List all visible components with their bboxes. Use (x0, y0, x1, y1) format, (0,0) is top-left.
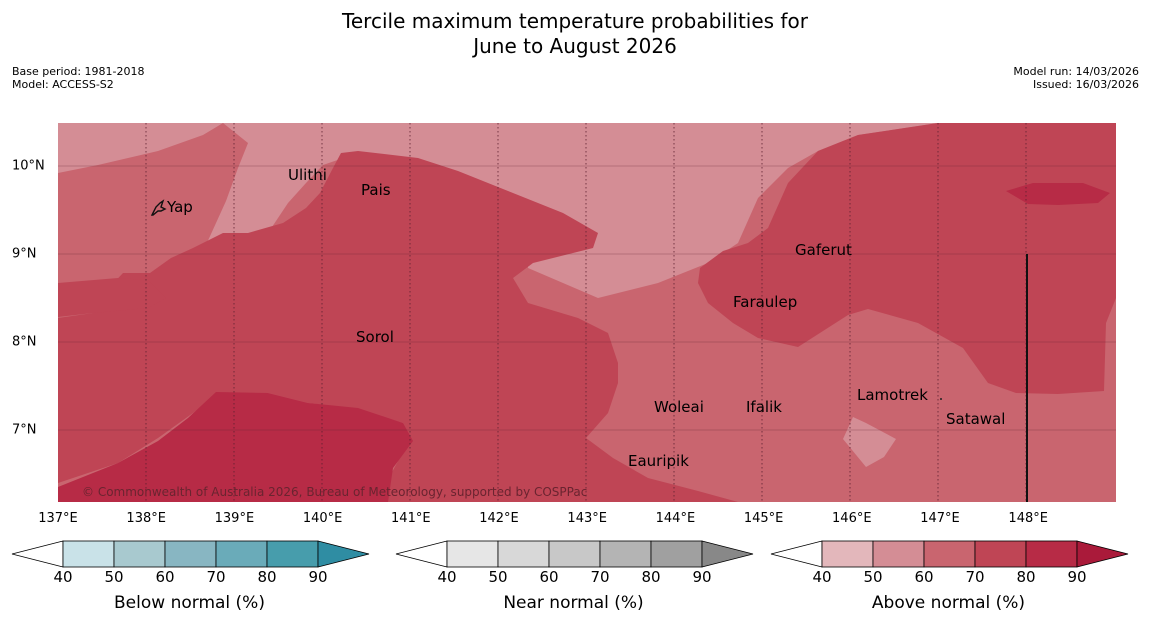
latitude-label: 9°N (12, 246, 37, 262)
longitude-label: 140°E (302, 511, 343, 526)
region-80-northeast (1006, 183, 1110, 205)
place-yap: Yap (167, 198, 193, 216)
latitude-lines (58, 165, 1116, 431)
place-ulithi: Ulithi (288, 166, 327, 184)
colorbar-low-extend (11, 540, 64, 568)
colorbar-segment (650, 540, 703, 568)
colorbar-high-extend (317, 540, 370, 568)
colorbar-tick-label: 70 (206, 568, 226, 586)
longitude-label: 143°E (567, 511, 607, 526)
region-70-west (58, 151, 738, 502)
longitude-label: 139°E (214, 511, 255, 526)
longitude-label: 148°E (1008, 511, 1048, 526)
yap-island-shape (150, 199, 167, 216)
colorbar-title: Above normal (%) (871, 593, 1026, 613)
colorbar-segment (548, 540, 601, 568)
meta-left: Base period: 1981-2018 Model: ACCESS-S2 (12, 65, 144, 91)
copyright-notice: © Commonwealth of Australia 2026, Bureau… (82, 485, 588, 499)
place-ifalik: Ifalik (746, 398, 782, 416)
title-line-1: Tercile maximum temperature probabilitie… (342, 9, 808, 33)
chart-title: Tercile maximum temperature probabilitie… (0, 9, 1150, 59)
region-50-south-patch (843, 417, 896, 467)
region-70-left-band (58, 278, 166, 317)
place-sorol: Sorol (356, 328, 394, 346)
colorbar-tick-label: 50 (104, 568, 124, 586)
colorbar-tick-label: 80 (641, 568, 661, 586)
colorbar-segment (446, 540, 499, 568)
issued-date: Issued: 16/03/2026 (1032, 78, 1139, 91)
colorbar-tick-label: 60 (914, 568, 934, 586)
longitude-label: 141°E (391, 511, 431, 526)
colorbar-segment (1025, 540, 1078, 568)
latitude-label: 10°N (12, 158, 45, 174)
colorbar-tick-label: 50 (488, 568, 508, 586)
longitude-label: 145°E (743, 511, 784, 526)
latitude-label: 8°N (12, 334, 37, 350)
place-woleai: Woleai (654, 398, 704, 416)
colorbar-segment (215, 540, 268, 568)
colorbar-title: Below normal (%) (114, 593, 265, 613)
colorbar-tick-label: 40 (812, 568, 832, 586)
place-lamotrek: Lamotrek (857, 386, 928, 404)
colorbar-tick-label: 60 (539, 568, 559, 586)
title-line-2: June to August 2026 (473, 34, 677, 58)
longitude-label: 144°E (655, 511, 696, 526)
colorbar-segment (164, 540, 217, 568)
colorbar-segment (821, 540, 874, 568)
place-gaferut: Gaferut (795, 241, 852, 259)
colorbar-tick-label: 90 (308, 568, 328, 586)
place-eauripik: Eauripik (628, 452, 689, 470)
colorbar-segment (872, 540, 925, 568)
colorbar-low-extend (770, 540, 823, 568)
colorbar-high-extend (1076, 540, 1129, 568)
region-80-southwest (58, 392, 413, 502)
colorbar-segment (62, 540, 115, 568)
latitude-label: 7°N (12, 422, 37, 438)
longitude-label: 138°E (126, 511, 166, 526)
colorbar-segment (266, 540, 319, 568)
colorbar-tick-label: 40 (53, 568, 73, 586)
colorbar-tick-label: 50 (863, 568, 883, 586)
probability-map (58, 123, 1116, 502)
colorbar-segment (497, 540, 550, 568)
colorbar-title: Near normal (%) (503, 593, 644, 613)
colorbar-tick-label: 90 (1067, 568, 1087, 586)
colorbar (395, 540, 754, 568)
colorbar (770, 540, 1129, 568)
place-faraulep: Faraulep (733, 293, 798, 311)
meta-right: Model run: 14/03/2026 Issued: 16/03/2026 (1013, 65, 1139, 91)
colorbar-tick-label: 40 (437, 568, 457, 586)
island-dot (940, 398, 942, 400)
base-period: Base period: 1981-2018 (12, 65, 145, 78)
colorbar-tick-label: 80 (257, 568, 277, 586)
model-run: Model run: 14/03/2026 (1013, 65, 1139, 78)
longitude-label: 142°E (479, 511, 519, 526)
region-50-north-band (206, 123, 938, 298)
colorbar-low-extend (395, 540, 448, 568)
place-pais: Pais (361, 181, 391, 199)
colorbar-tick-label: 80 (1016, 568, 1036, 586)
longitude-label: 146°E (832, 511, 872, 526)
colorbar-tick-label: 70 (965, 568, 985, 586)
region-50-northwest (58, 123, 223, 173)
colorbar-tick-label: 70 (590, 568, 610, 586)
colorbar-tick-label: 90 (692, 568, 712, 586)
longitude-label: 137°E (38, 511, 78, 526)
colorbar-segment (923, 540, 976, 568)
longitude-label: 147°E (920, 511, 960, 526)
colorbar-segment (974, 540, 1027, 568)
colorbar-tick-label: 60 (155, 568, 175, 586)
place-satawal: Satawal (946, 410, 1006, 428)
model-name: Model: ACCESS-S2 (12, 78, 114, 91)
colorbar (11, 540, 370, 568)
colorbar-segment (113, 540, 166, 568)
colorbar-segment (599, 540, 652, 568)
colorbar-high-extend (701, 540, 754, 568)
